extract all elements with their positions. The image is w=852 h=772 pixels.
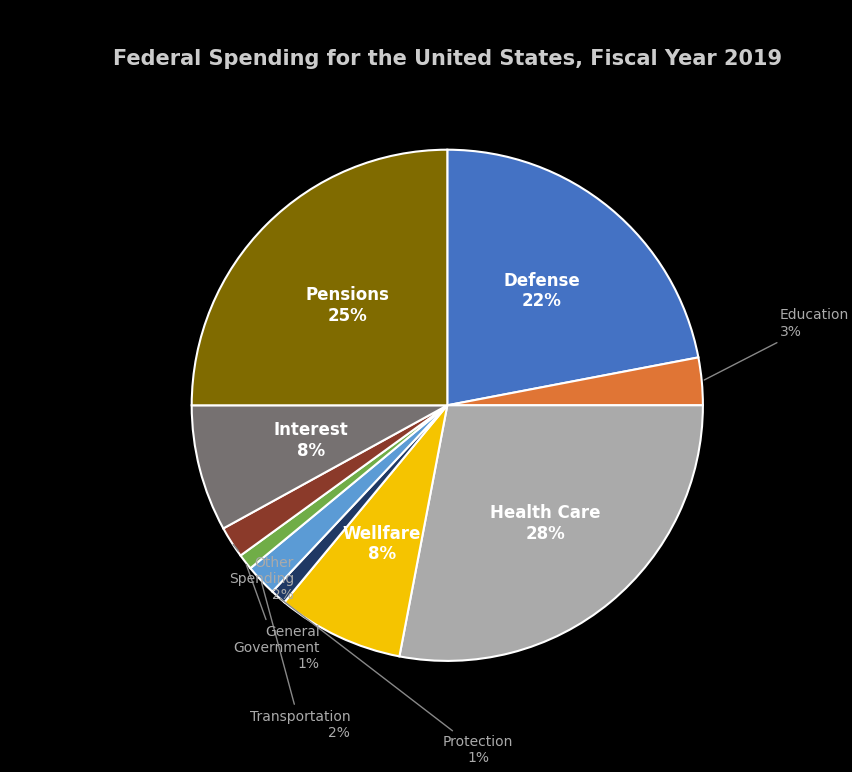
Text: Pensions
25%: Pensions 25% (306, 286, 390, 325)
Title: Federal Spending for the United States, Fiscal Year 2019: Federal Spending for the United States, … (112, 49, 782, 69)
Wedge shape (273, 405, 447, 602)
Wedge shape (250, 405, 447, 591)
Wedge shape (192, 150, 447, 405)
Wedge shape (223, 405, 447, 556)
Text: General
Government
1%: General Government 1% (233, 564, 320, 672)
Text: Protection
1%: Protection 1% (280, 599, 513, 766)
Text: Interest
8%: Interest 8% (273, 421, 348, 459)
Text: Education
3%: Education 3% (705, 308, 849, 380)
Text: Health Care
28%: Health Care 28% (490, 504, 601, 543)
Wedge shape (400, 405, 703, 661)
Wedge shape (447, 150, 699, 405)
Text: Other
Spending
2%: Other Spending 2% (228, 544, 294, 602)
Wedge shape (285, 405, 447, 656)
Wedge shape (447, 357, 703, 405)
Text: Transportation
2%: Transportation 2% (250, 583, 350, 740)
Wedge shape (240, 405, 447, 568)
Text: Defense
22%: Defense 22% (504, 272, 580, 310)
Text: Wellfare
8%: Wellfare 8% (343, 525, 421, 564)
Wedge shape (192, 405, 447, 529)
